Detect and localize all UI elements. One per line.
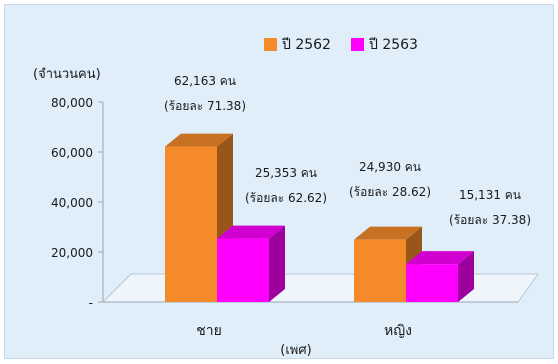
legend-item-2563: ปี 2563 — [351, 37, 418, 53]
y-tick-label: 20,000 — [51, 246, 93, 260]
y-tick-label: 40,000 — [51, 196, 93, 210]
data-label-value: 24,930 คน — [359, 160, 421, 174]
legend-swatch-2562 — [264, 38, 277, 51]
bar-0-1 — [354, 239, 406, 302]
y-tick-label: 60,000 — [51, 146, 93, 160]
y-tick-label: - — [89, 296, 93, 310]
bar-side-face — [458, 251, 474, 302]
legend-swatch-2563 — [351, 38, 364, 51]
x-tick-label: หญิง — [384, 323, 412, 339]
x-tick-label: ชาย — [196, 323, 222, 339]
legend: ปี 2562 ปี 2563 — [264, 37, 418, 53]
data-label-value: 25,353 คน — [255, 166, 317, 180]
data-label-percent: (ร้อยละ 62.62) — [245, 191, 327, 205]
data-label-value: 62,163 คน — [174, 74, 236, 88]
y-axis-title: (จำนวนคน) — [33, 67, 101, 82]
bar-side-face — [269, 225, 285, 302]
bar-1-1 — [406, 264, 458, 302]
x-axis-title: (เพศ) — [280, 343, 311, 358]
y-tick-label: 80,000 — [51, 96, 93, 110]
data-label-percent: (ร้อยละ 28.62) — [349, 185, 431, 199]
legend-label-2563: ปี 2563 — [369, 37, 418, 53]
chart-area: 80,000 60,000 40,000 20,000 - ชาย หญิง 62,163 … — [4, 4, 554, 359]
data-label-value: 15,131 คน — [459, 188, 521, 202]
bar-top-face — [217, 225, 285, 239]
bar-1-0 — [217, 238, 269, 302]
data-label-percent: (ร้อยละ 71.38) — [164, 99, 246, 113]
legend-item-2562: ปี 2562 — [264, 37, 331, 53]
bar-chart: 80,000 60,000 40,000 20,000 - ชาย หญิง 62,163 … — [33, 37, 539, 358]
bar-top-face — [354, 226, 422, 240]
bar-0-0 — [165, 146, 217, 302]
bar-top-face — [406, 251, 474, 265]
legend-label-2562: ปี 2562 — [282, 37, 331, 53]
data-label-percent: (ร้อยละ 37.38) — [449, 213, 531, 227]
bar-top-face — [165, 133, 233, 147]
